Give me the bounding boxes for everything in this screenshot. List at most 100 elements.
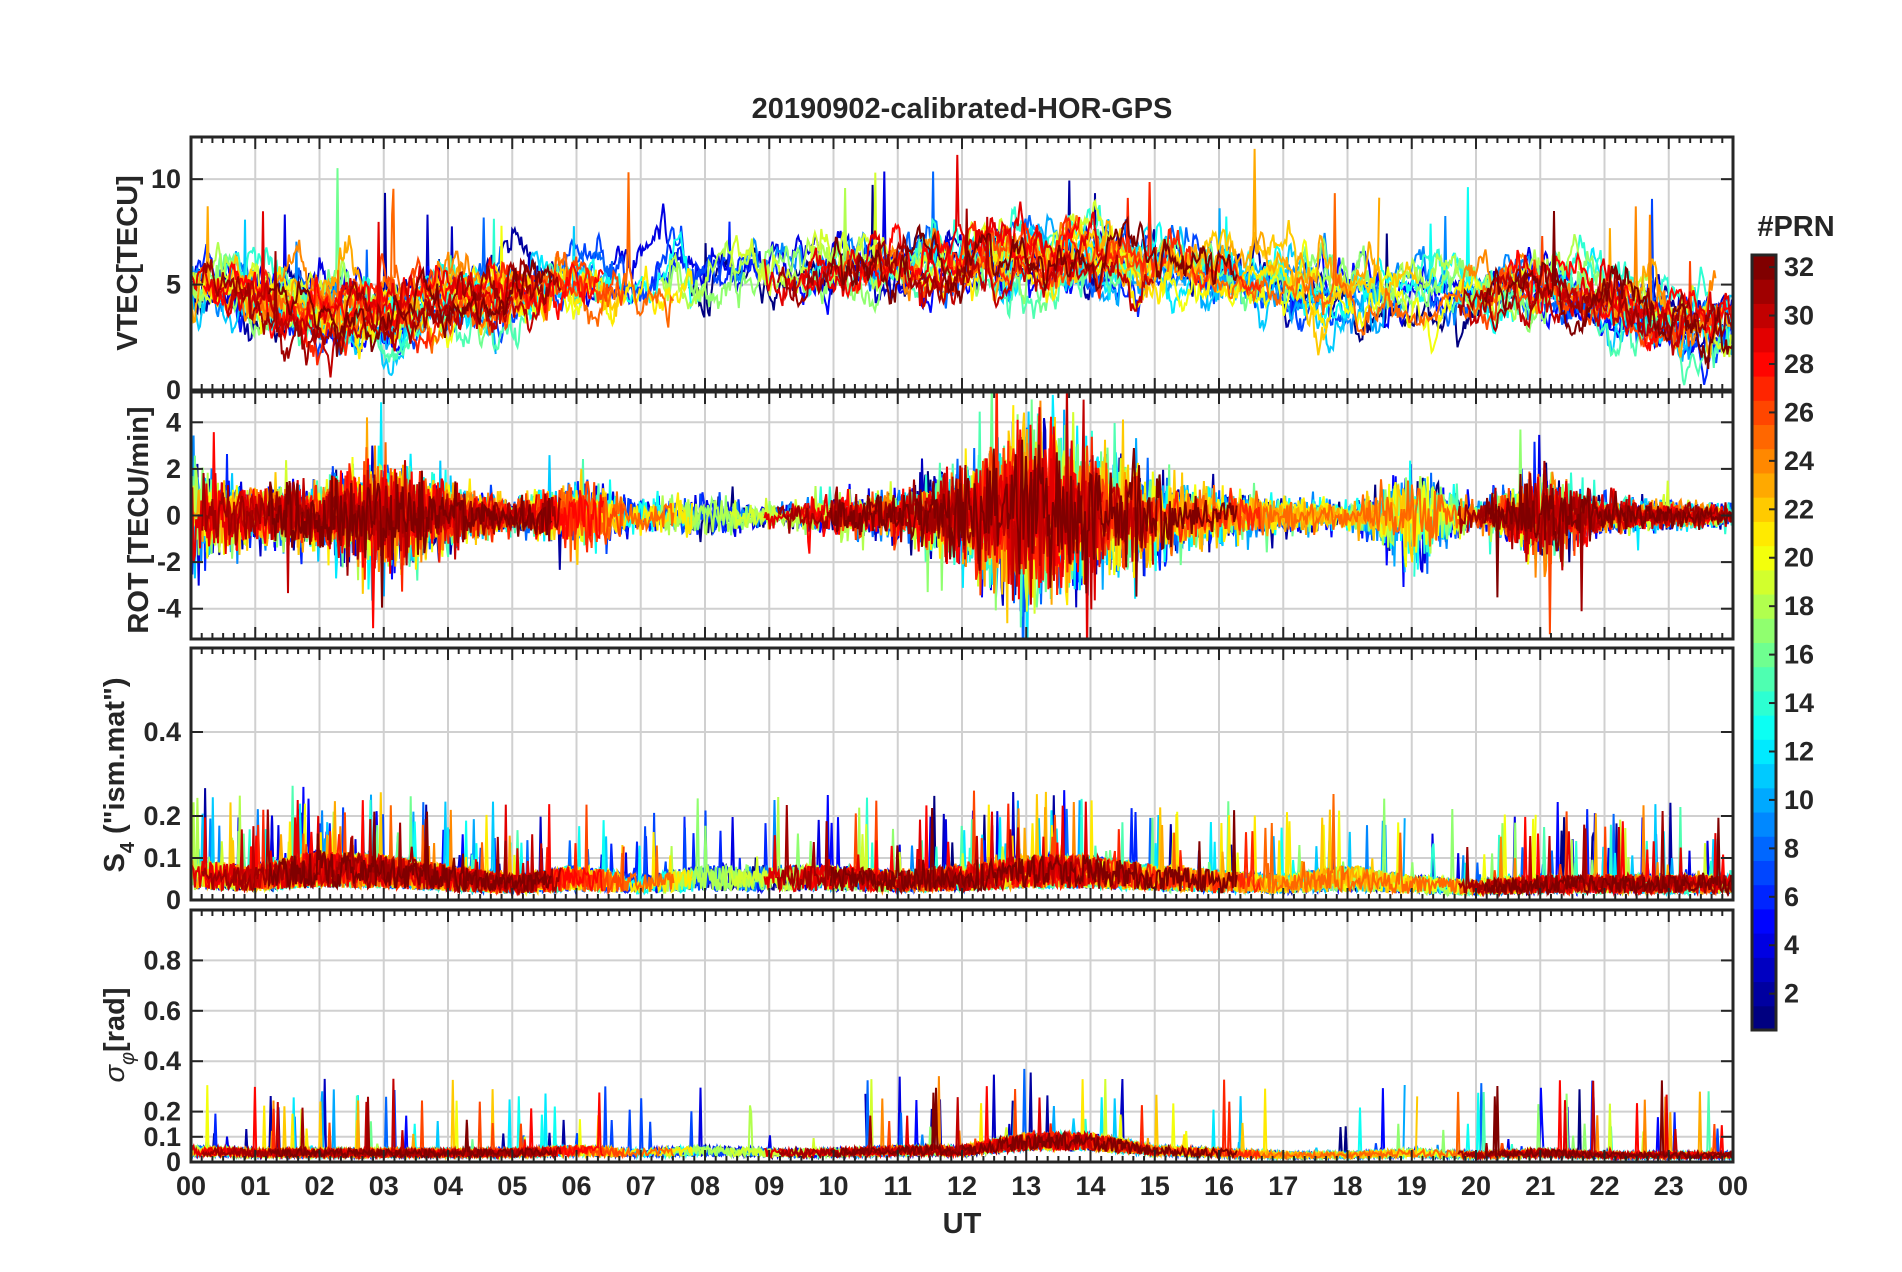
vtec-trace-prn-29 [763, 154, 1104, 307]
colorbar-swatch [1752, 472, 1776, 498]
colorbar-tick-label: 18 [1784, 591, 1814, 621]
chart-title: 20190902-calibrated-HOR-GPS [752, 93, 1173, 125]
x-tick-label: 11 [883, 1171, 912, 1201]
sigma_phi-ytick-label: 0.8 [143, 945, 181, 975]
x-tick-label: 03 [369, 1171, 399, 1201]
s4-panel: 0 0.1 0.2 0.4 [143, 646, 1735, 915]
rot-trace-prn-32 [829, 439, 1238, 597]
sigma_phi-ytick-label: 0.4 [143, 1046, 181, 1076]
x-tick-label: 07 [626, 1171, 656, 1201]
rot-panel: -4 -2 0 2 4 [157, 390, 1735, 641]
x-tick-label: 18 [1332, 1171, 1362, 1201]
vtec-trace-prn-26 [296, 253, 625, 338]
colorbar-tick-label: 10 [1784, 785, 1814, 815]
rot-ytick-label: -2 [157, 547, 181, 577]
x-tick-label: 00 [176, 1171, 206, 1201]
colorbar-tick-label: 30 [1784, 301, 1814, 331]
vtec-trace-prn-14 [1413, 234, 1733, 338]
colorbar-swatch [1752, 376, 1776, 401]
colorbar-swatch [1752, 424, 1776, 450]
sigma-ylabel-tail: [rad] [99, 988, 131, 1052]
colorbar-tick-label: 4 [1784, 930, 1799, 960]
sigma_phi-trace-prn-32 [268, 1119, 553, 1161]
sigma_phi-trace-prn-31 [777, 1115, 972, 1160]
colorbar-swatch [1752, 763, 1776, 789]
s4-ytick-label: 0.1 [143, 843, 181, 873]
s4-ylabel-tail: ("ism.mat") [99, 678, 131, 842]
colorbar-swatch [1752, 666, 1776, 692]
x-tick-label: 12 [947, 1171, 977, 1201]
x-tick-label: 05 [497, 1171, 527, 1201]
colorbar-tick-label: 16 [1784, 640, 1814, 670]
colorbar-tick-label: 20 [1784, 543, 1814, 573]
x-tick-label: 17 [1268, 1171, 1298, 1201]
sigma_phi-trace-prn-30 [1466, 1080, 1687, 1162]
s4-ytick-label: 0 [166, 885, 181, 915]
rot-ytick-label: -4 [157, 594, 181, 624]
sigma_phi-trace-prn-32 [1484, 1080, 1733, 1162]
vtec-panel: 0 5 10 [151, 135, 1735, 405]
sigma-ylabel: σφ[rad] [99, 988, 139, 1083]
rot-ytick-label: 4 [166, 407, 181, 437]
colorbar-box [1750, 253, 1778, 1032]
s4-ylabel-sub: 4 [117, 841, 139, 853]
s4-trace-prn-32 [1483, 817, 1733, 898]
s4-ytick-label: 0.2 [143, 801, 181, 831]
sigma-ylabel-main: σ [99, 1064, 131, 1083]
colorbar-tick-label: 8 [1784, 833, 1799, 863]
vtec-trace-prn-27 [941, 181, 1262, 299]
colorbar-tick-label: 14 [1784, 688, 1814, 718]
colorbar-swatch [1752, 908, 1776, 934]
colorbar-swatch [1752, 957, 1776, 983]
colorbar-swatch [1752, 327, 1776, 353]
x-tick-label: 22 [1589, 1171, 1619, 1201]
x-tick-label: 15 [1140, 1171, 1170, 1201]
colorbar-swatch [1752, 618, 1776, 643]
vtec-trace-prn-25 [1166, 193, 1512, 336]
vtec-trace-prn-30 [1466, 270, 1687, 356]
x-tick-label: 04 [433, 1171, 463, 1201]
colorbar-tick-label: 6 [1784, 882, 1799, 912]
s4-trace-prn-32 [829, 807, 1238, 894]
x-axis-label: UT [943, 1208, 982, 1240]
rot-trace-prn-32 [1483, 473, 1733, 598]
y-axis-labels: VTEC[TECU] ROT [TECU/min] S4 ("ism.mat")… [99, 175, 155, 1082]
vtec-trace-prn-32 [1483, 210, 1733, 370]
colorbar-swatch [1752, 279, 1776, 304]
colorbar-swatch [1752, 860, 1776, 886]
rot-trace-prn-31 [776, 464, 972, 546]
x-tick-label: 16 [1204, 1171, 1234, 1201]
sigma_phi-trace-prn-32 [829, 1087, 1238, 1160]
x-tick-label: 06 [561, 1171, 591, 1201]
vtec-trace-prn-28 [800, 216, 1081, 300]
sigma_phi-trace-prn-8 [1425, 1083, 1671, 1162]
s4-ytick-label: 0.4 [143, 717, 181, 747]
vtec-trace-prn-32 [829, 215, 1238, 305]
colorbar-swatch [1752, 812, 1776, 837]
vtec-ytick-label: 0 [166, 375, 181, 405]
colorbar-tick-label: 24 [1784, 446, 1814, 476]
sigma_phi-traces [191, 1068, 1733, 1162]
x-tick-label: 08 [690, 1171, 720, 1201]
rot-ytick-label: 2 [166, 454, 181, 484]
rot-ylabel: ROT [TECU/min] [123, 406, 155, 633]
x-tick-label: 00 [1718, 1171, 1748, 1201]
x-tick-labels: 00 01 02 03 04 05 06 07 08 09 10 11 12 13 14 15 16 17 18 19… [176, 1171, 1748, 1201]
s4-traces [191, 785, 1733, 899]
x-tick-label: 13 [1011, 1171, 1041, 1201]
vtec-ytick-label: 5 [166, 270, 181, 300]
s4-trace-prn-32 [267, 811, 552, 895]
rot-ytick-label: 0 [166, 501, 181, 531]
colorbar-tick-label: 28 [1784, 349, 1814, 379]
vtec-traces [191, 148, 1733, 386]
colorbar-swatch [1752, 569, 1776, 595]
s4-ylabel: S4 ("ism.mat") [99, 678, 139, 873]
x-tick-label: 09 [754, 1171, 784, 1201]
sigma_phi-trace-prn-15 [1447, 1091, 1733, 1162]
x-tick-label: 01 [240, 1171, 270, 1201]
sigma_phi-ytick-label: 0 [166, 1147, 181, 1177]
colorbar-swatch [1752, 715, 1776, 740]
colorbar-tick-label: 2 [1784, 979, 1799, 1009]
